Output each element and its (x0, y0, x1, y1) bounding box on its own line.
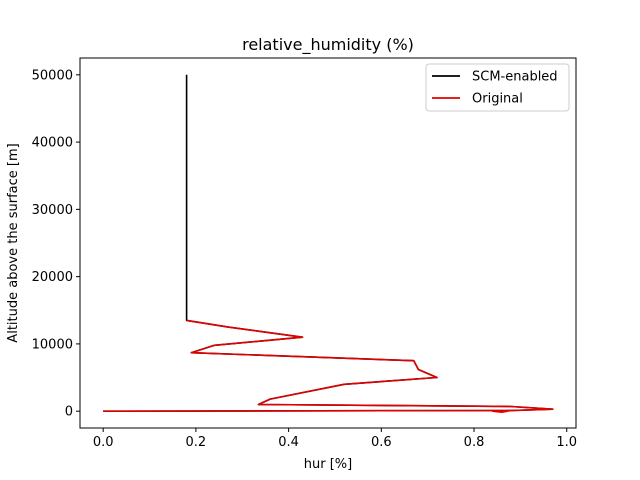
y-tick-label: 20000 (32, 270, 73, 285)
y-tick-label: 10000 (32, 337, 73, 352)
legend-label-original: Original (472, 92, 523, 107)
legend: SCM-enabled Original (425, 63, 570, 112)
y-axis-label: Altitude above the surface [m] (6, 143, 21, 342)
chart-title: relative_humidity (%) (242, 35, 414, 55)
legend-box (425, 63, 570, 112)
series-line-original (103, 319, 554, 414)
y-tick-label: 30000 (32, 203, 73, 218)
y-axis: 0 10000 20000 30000 40000 50000 (32, 68, 80, 420)
y-tick-label: 40000 (32, 136, 73, 151)
x-tick-label: 0.2 (186, 435, 207, 450)
plot-frame (79, 57, 577, 429)
y-tick-label: 0 (65, 405, 73, 420)
x-tick-label: 0.8 (464, 435, 485, 450)
x-axis-label: hur [%] (304, 457, 352, 472)
plot-lines (103, 74, 554, 414)
series-line-scm-enabled (103, 74, 554, 413)
x-axis: 0.0 0.2 0.4 0.6 0.8 1.0 (93, 428, 577, 450)
x-tick-label: 0.6 (371, 435, 392, 450)
x-tick-label: 1.0 (556, 435, 577, 450)
legend-label-scm-enabled: SCM-enabled (472, 70, 558, 85)
y-tick-label: 50000 (32, 68, 73, 83)
x-tick-label: 0.4 (278, 435, 299, 450)
x-tick-label: 0.0 (93, 435, 114, 450)
